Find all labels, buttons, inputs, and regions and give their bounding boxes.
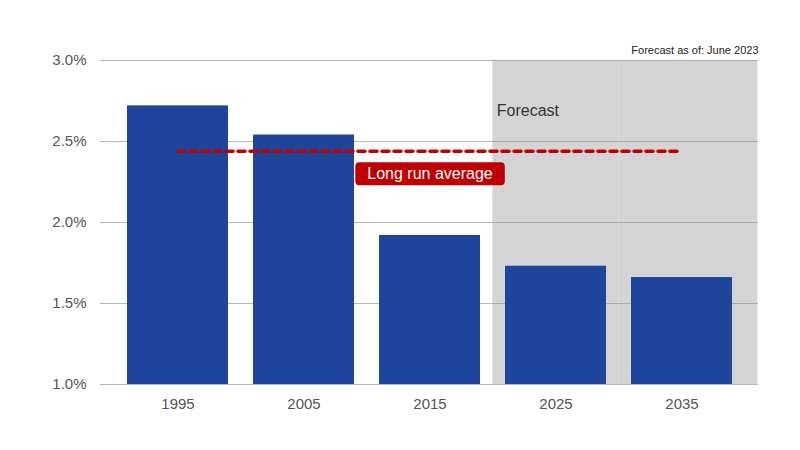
svg-text:2025: 2025 <box>539 395 572 412</box>
svg-text:Forecast as of: June 2023: Forecast as of: June 2023 <box>631 44 758 56</box>
svg-text:2035: 2035 <box>665 395 698 412</box>
svg-text:2.0%: 2.0% <box>52 213 86 230</box>
svg-text:2.5%: 2.5% <box>52 132 86 149</box>
svg-text:1.5%: 1.5% <box>52 294 86 311</box>
svg-text:1995: 1995 <box>161 395 194 412</box>
svg-text:3.0%: 3.0% <box>52 51 86 68</box>
svg-text:Forecast: Forecast <box>497 102 560 119</box>
svg-text:2015: 2015 <box>413 395 446 412</box>
svg-text:2005: 2005 <box>287 395 320 412</box>
svg-text:1.0%: 1.0% <box>52 375 86 392</box>
svg-text:Long run average: Long run average <box>367 165 493 182</box>
